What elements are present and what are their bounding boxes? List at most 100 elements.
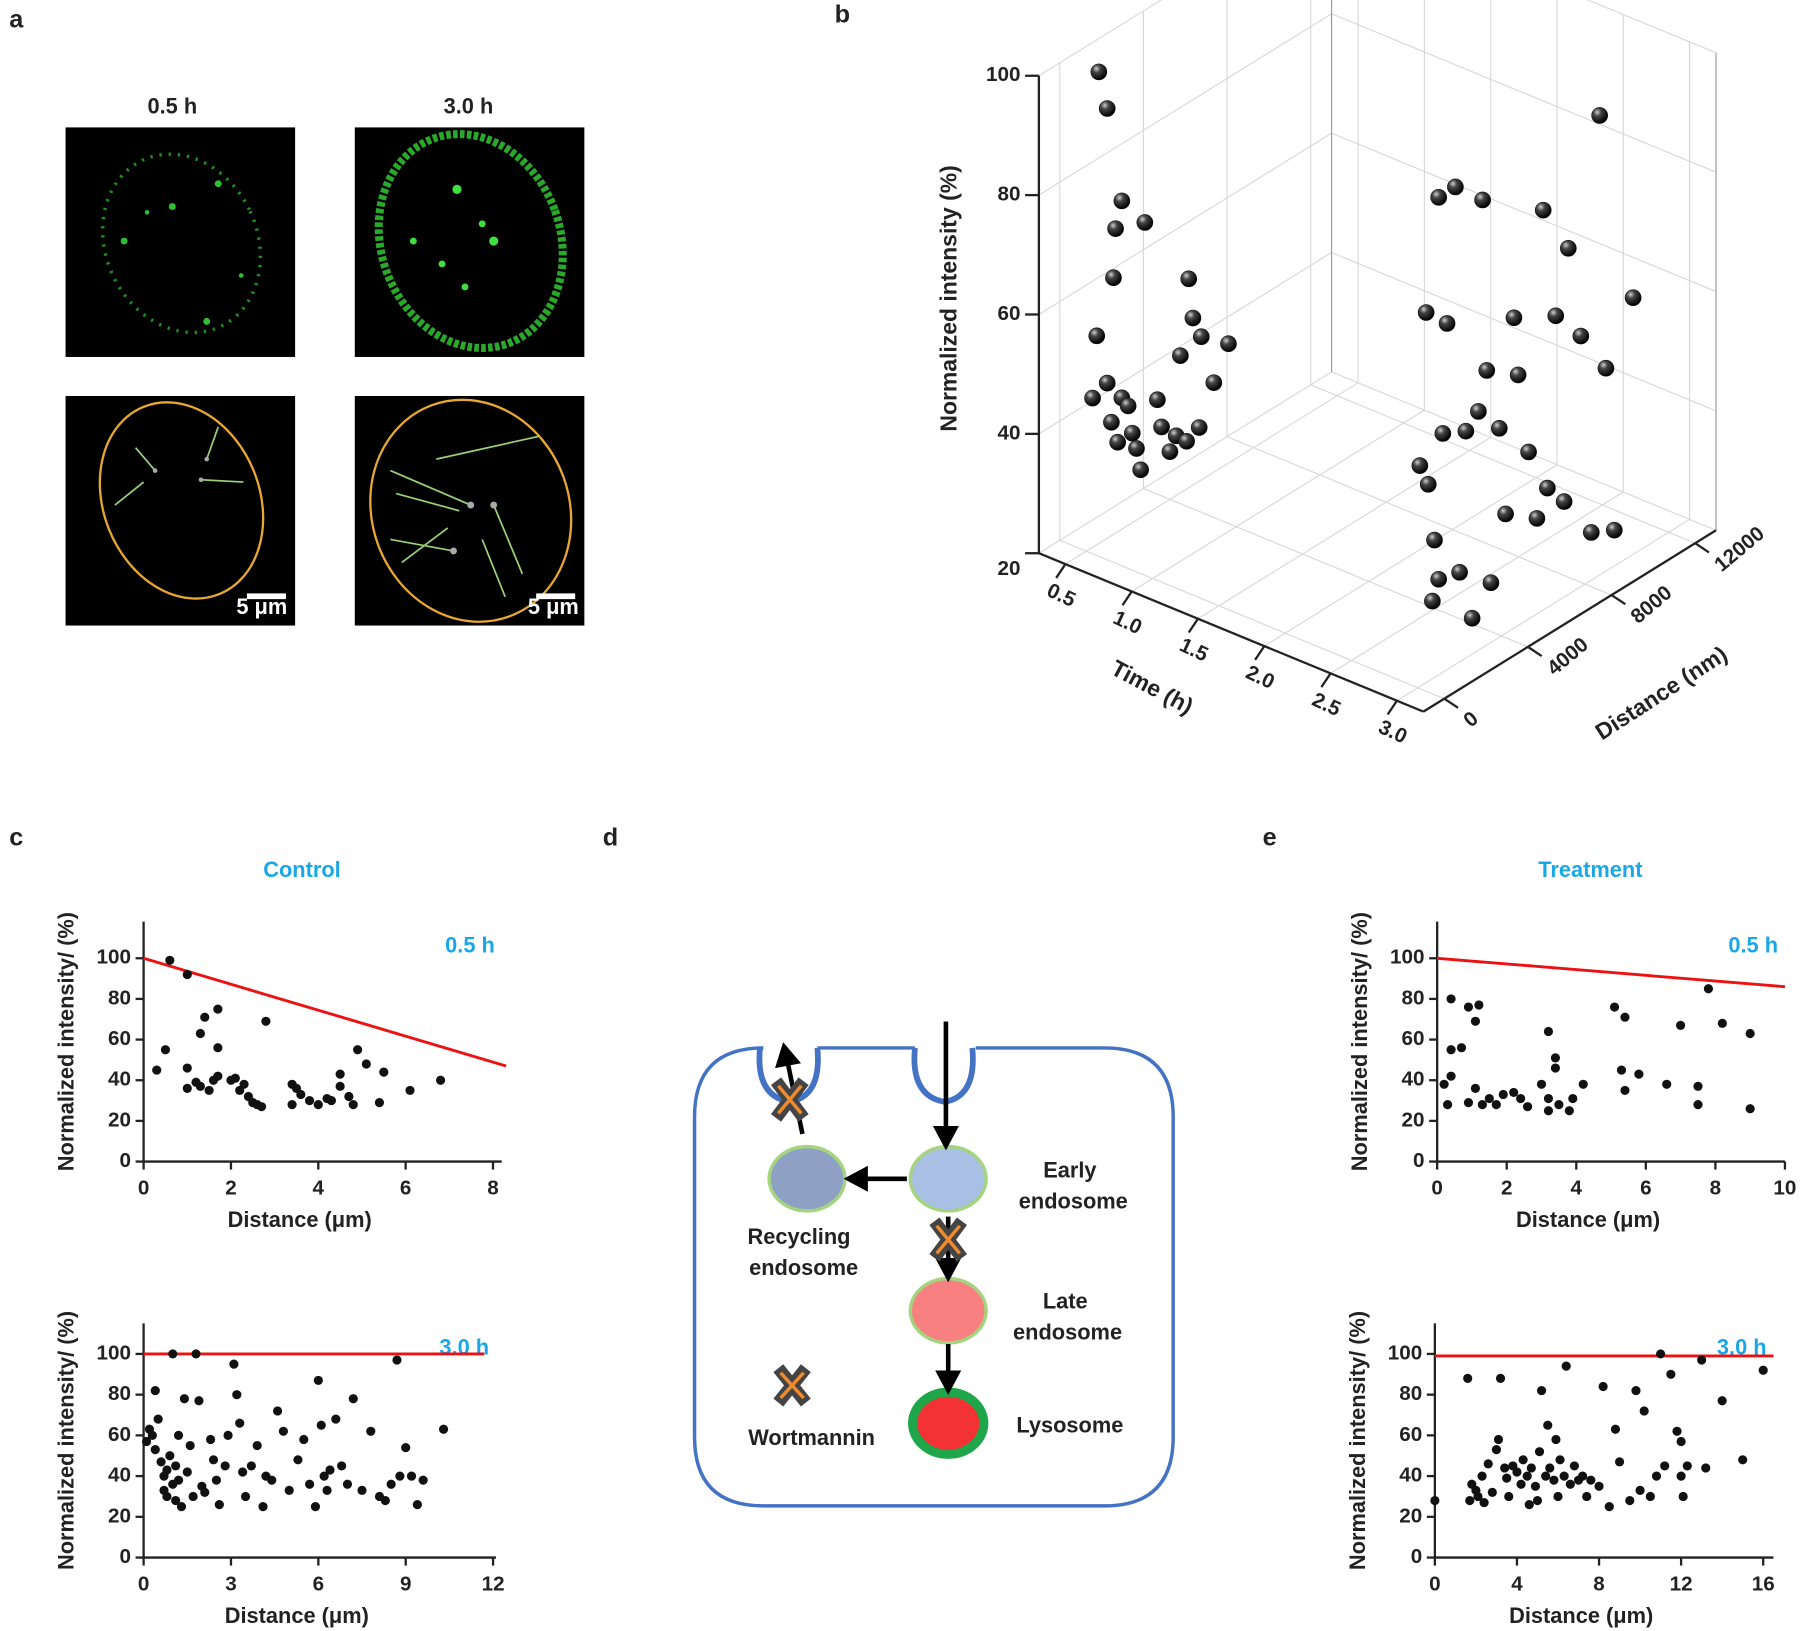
- data-point: [331, 1414, 341, 1424]
- scale-bar-label: 5 μm: [236, 594, 287, 619]
- y-tick-label: 60: [108, 1027, 131, 1050]
- grid-line: [1396, 518, 1690, 702]
- data-point: [1520, 443, 1537, 461]
- x-tick-label: 4: [1511, 1573, 1523, 1596]
- x-tick-label: 2: [1501, 1177, 1512, 1200]
- data-point: [256, 1102, 267, 1112]
- data-point: [176, 1502, 187, 1512]
- data-point: [1536, 1385, 1547, 1396]
- data-point: [1656, 1349, 1666, 1359]
- grid-line: [1038, 0, 1163, 77]
- data-point: [185, 1440, 195, 1451]
- data-point: [1559, 1471, 1569, 1481]
- data-point: [1512, 1467, 1522, 1477]
- data-point: [1582, 1491, 1592, 1502]
- y-tick-label: 60: [108, 1423, 131, 1446]
- data-point: [1504, 1491, 1514, 1502]
- data-point: [1559, 239, 1577, 257]
- data-point: [1651, 1471, 1662, 1481]
- data-point: [1430, 188, 1448, 206]
- data-point: [1105, 269, 1122, 287]
- data-point: [150, 1385, 160, 1396]
- data-point: [1561, 1361, 1571, 1371]
- x-axis-label: Time (h): [1107, 655, 1198, 720]
- grid-line: [1226, 436, 1612, 596]
- y-tick-label: 60: [1399, 1423, 1422, 1446]
- data-point: [213, 1071, 223, 1081]
- x-tick-label: 0.5: [1043, 579, 1079, 612]
- x-tick-label: 3: [225, 1573, 237, 1596]
- grid-line: [1310, 384, 1696, 544]
- data-point: [337, 1461, 347, 1471]
- data-point: [1474, 1000, 1484, 1010]
- data-point: [1534, 201, 1552, 219]
- data-point: [1509, 1087, 1519, 1098]
- micrograph: [65, 395, 296, 626]
- data-point: [252, 1440, 262, 1451]
- x-tick-label: 10: [1773, 1177, 1796, 1200]
- data-point: [1463, 1098, 1474, 1108]
- data-point: [1717, 1018, 1727, 1028]
- data-point: [246, 1461, 256, 1471]
- chart-title: Treatment: [1538, 857, 1642, 882]
- data-point: [325, 1465, 335, 1475]
- grid-line: [1197, 436, 1491, 620]
- image-title: 3.0 h: [444, 94, 494, 119]
- data-point: [1463, 1002, 1474, 1012]
- tick-mark: [1694, 542, 1710, 554]
- data-point: [1430, 1495, 1440, 1506]
- data-point: [211, 1475, 222, 1485]
- data-point: [1745, 1104, 1755, 1114]
- data-point: [1426, 531, 1443, 549]
- x-tick-label: 6: [313, 1573, 325, 1596]
- x-tick-label: 16: [1752, 1573, 1775, 1596]
- data-point: [316, 1420, 326, 1430]
- data-point: [1161, 443, 1179, 460]
- annotation: 0.5 h: [1728, 933, 1778, 958]
- data-point: [1543, 1106, 1554, 1116]
- data-point: [1474, 191, 1491, 209]
- node-label: Late: [1043, 1288, 1088, 1313]
- data-point: [1682, 1461, 1692, 1471]
- data-point: [1463, 1373, 1473, 1383]
- z-tick-label: 40: [998, 421, 1021, 444]
- data-point: [182, 969, 192, 980]
- data-point: [1456, 1043, 1467, 1053]
- data-point: [162, 1491, 172, 1502]
- data-point: [1447, 178, 1464, 196]
- node-label: endosome: [749, 1255, 858, 1280]
- data-point: [1457, 422, 1475, 440]
- data-point: [230, 1073, 240, 1083]
- data-point: [1434, 425, 1452, 442]
- data-point: [1738, 1455, 1748, 1465]
- data-point: [326, 1095, 336, 1106]
- data-point: [1483, 1459, 1493, 1469]
- data-point: [1578, 1471, 1588, 1481]
- data-point: [173, 1430, 184, 1440]
- data-point: [1419, 475, 1437, 493]
- data-point: [335, 1081, 345, 1091]
- data-point: [182, 1063, 192, 1073]
- x-tick-label: 2: [225, 1177, 237, 1200]
- data-point: [1697, 1355, 1707, 1365]
- data-point: [1534, 1447, 1545, 1457]
- data-point: [213, 1004, 223, 1014]
- data-point: [1526, 1463, 1536, 1473]
- y-tick-label: 40: [108, 1464, 131, 1487]
- grid-line: [1331, 251, 1717, 412]
- data-point: [1543, 1026, 1554, 1037]
- data-point: [1417, 304, 1435, 321]
- data-point: [1693, 1100, 1703, 1110]
- data-point: [1635, 1485, 1645, 1495]
- data-point: [1103, 413, 1120, 431]
- data-point: [1551, 1434, 1561, 1445]
- data-point: [1631, 1385, 1641, 1396]
- node-label: Lysosome: [1016, 1412, 1123, 1437]
- data-point: [1597, 359, 1615, 377]
- y-axis-label: Normalized intensity/ (%): [54, 912, 79, 1171]
- data-point: [1528, 510, 1546, 527]
- data-point: [1565, 1479, 1575, 1489]
- y-tick-label: 0: [119, 1545, 131, 1568]
- data-point: [1220, 335, 1237, 353]
